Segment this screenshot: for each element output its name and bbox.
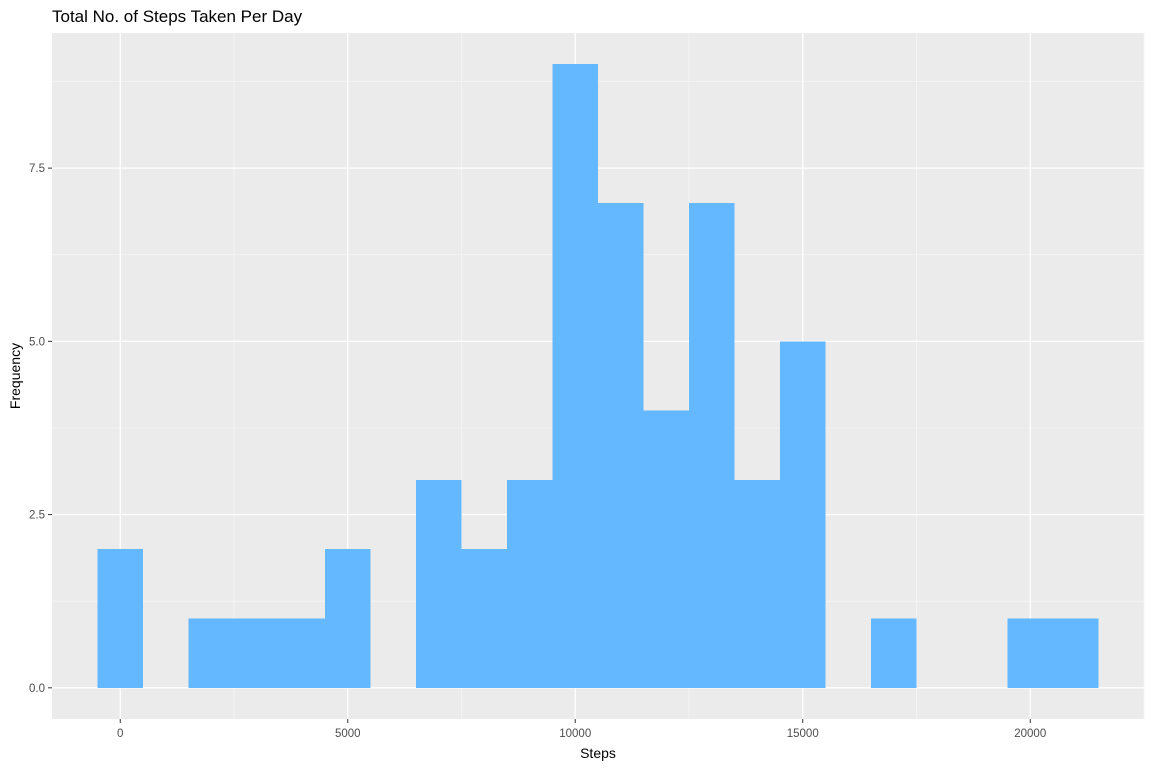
x-tick-label: 5000 bbox=[335, 728, 361, 740]
histogram-bar bbox=[734, 479, 780, 688]
x-tick-label: 15000 bbox=[787, 728, 819, 740]
y-axis-title: Frequency bbox=[7, 343, 23, 409]
histogram-bar bbox=[279, 618, 325, 688]
histogram-bar bbox=[325, 549, 371, 688]
y-axis: 0.0 2.5 5.0 7.5 bbox=[29, 163, 52, 695]
histogram-bar bbox=[1007, 618, 1053, 688]
x-tick-label: 0 bbox=[117, 728, 123, 740]
x-axis-title: Steps bbox=[580, 745, 616, 761]
histogram-bar bbox=[507, 479, 553, 688]
histogram-bar bbox=[416, 479, 462, 688]
histogram-bar bbox=[97, 549, 143, 688]
histogram-bar bbox=[1053, 618, 1099, 688]
histogram-bar bbox=[871, 618, 917, 688]
x-tick-label: 10000 bbox=[559, 728, 591, 740]
y-tick-label: 5.0 bbox=[29, 336, 45, 348]
histogram-bar bbox=[780, 341, 826, 688]
histogram-bar bbox=[188, 618, 234, 688]
histogram-bars bbox=[97, 64, 1099, 688]
histogram-bar bbox=[643, 410, 689, 688]
y-tick-label: 7.5 bbox=[29, 163, 45, 175]
histogram-bar bbox=[598, 202, 644, 688]
histogram-bar bbox=[234, 618, 280, 688]
histogram-bar bbox=[552, 64, 598, 688]
histogram-bar bbox=[689, 202, 735, 688]
histogram-bar bbox=[461, 549, 507, 688]
y-tick-label: 2.5 bbox=[29, 510, 45, 522]
x-axis: 0 5000 10000 15000 20000 bbox=[117, 719, 1046, 740]
x-tick-label: 20000 bbox=[1014, 728, 1046, 740]
chart-title: Total No. of Steps Taken Per Day bbox=[52, 7, 303, 26]
y-tick-label: 0.0 bbox=[29, 683, 45, 695]
